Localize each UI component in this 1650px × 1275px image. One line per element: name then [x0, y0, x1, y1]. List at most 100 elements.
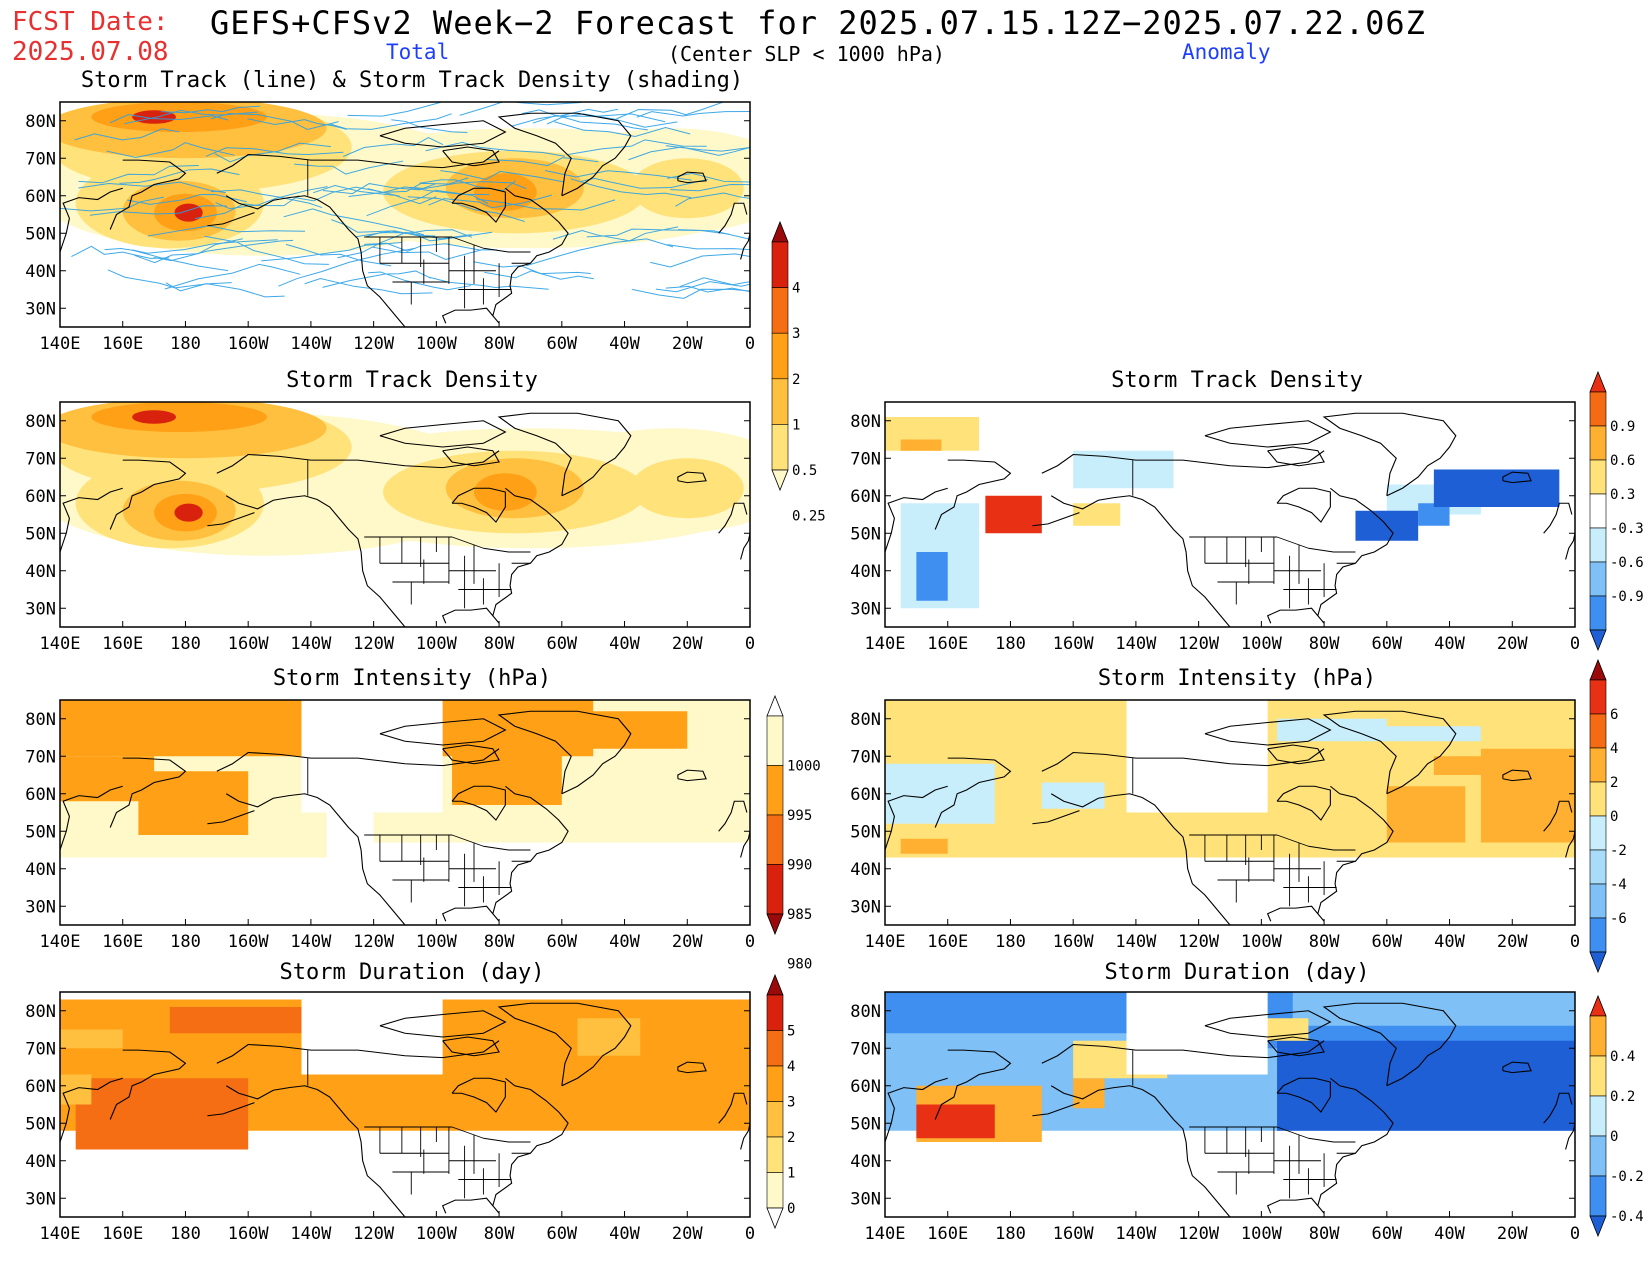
lat-label: 80N: [850, 1002, 881, 1022]
lon-label: 0: [745, 932, 755, 952]
storm-track-line: [429, 276, 549, 290]
colorbar-label: -0.6: [1610, 555, 1644, 571]
coastline: [451, 187, 506, 223]
colorbar-segment: [766, 715, 784, 766]
lon-label: 140E: [40, 634, 81, 654]
lat-label: 50N: [850, 524, 881, 544]
coastlines: [885, 1002, 1575, 1217]
coastline: [207, 512, 255, 527]
colorbar-label: -0.4: [1610, 1209, 1644, 1225]
storm-track-line: [210, 189, 323, 209]
storm-track-line: [214, 142, 332, 163]
storm-track-line: [440, 170, 564, 183]
coastline: [1032, 1102, 1080, 1117]
density-shade: [174, 503, 203, 522]
storm-track-line: [679, 277, 750, 288]
lon-label: 160W: [228, 1224, 270, 1244]
storm-track-line: [131, 239, 278, 254]
colorbar-segment: [1589, 747, 1607, 783]
colorbar-label: -0.2: [1610, 1169, 1644, 1185]
coastline: [677, 769, 707, 782]
coastline: [1276, 1077, 1331, 1113]
colorbar-label: 0.4: [1610, 1049, 1635, 1065]
lon-label: 60W: [546, 1224, 577, 1244]
storm-track-line: [667, 244, 750, 251]
storm-track-line: [106, 142, 235, 158]
duration-total-title: Storm Duration (day): [279, 960, 545, 985]
coastline: [1543, 800, 1573, 832]
map-frame: [59, 991, 751, 1218]
coastline: [451, 487, 506, 523]
political-borders: [1132, 758, 1356, 907]
coastline: [1502, 1061, 1532, 1074]
coastline: [442, 446, 500, 467]
anomaly-cell: [900, 439, 942, 451]
colorbar-label: 2: [792, 372, 800, 388]
storm-track-line: [78, 164, 199, 184]
map-frame: [59, 401, 751, 628]
colorbar-segment: [766, 1136, 784, 1173]
colorbar-triangle: [766, 913, 784, 936]
border-line: [483, 547, 531, 553]
storm-track-line: [294, 186, 400, 202]
storm-track-line: [278, 247, 416, 287]
lon-label: 140E: [40, 932, 81, 952]
border-line: [451, 236, 484, 249]
colorbar-segment: [1589, 595, 1607, 631]
anomaly-cell: [1073, 450, 1174, 489]
lon-label: 140W: [290, 634, 332, 654]
storm-track-line: [567, 139, 707, 155]
lon-label: 120W: [353, 634, 395, 654]
border-line: [483, 1137, 531, 1143]
storm-track-line: [419, 179, 517, 192]
lon-label: 180: [995, 932, 1026, 952]
coastline: [1032, 810, 1080, 825]
storm-track-line: [628, 146, 750, 161]
lon-label: 40W: [1434, 1224, 1465, 1244]
colorbar-label: 5: [787, 1024, 795, 1040]
map-field: [885, 700, 1575, 925]
lon-label: 140E: [865, 1224, 906, 1244]
coastline: [216, 150, 500, 174]
colorbar-segment: [766, 1065, 784, 1102]
coastline: [379, 718, 507, 746]
intensity-cell: [60, 756, 155, 802]
lon-label: 0: [745, 334, 755, 354]
colorbar-triangle: [1589, 994, 1607, 1017]
density-anomaly-title: Storm Track Density: [1111, 368, 1363, 393]
lon-label: 60W: [1371, 932, 1402, 952]
coastline: [1204, 718, 1332, 746]
colorbar-label: 4: [1610, 741, 1618, 757]
coastline: [718, 1092, 748, 1124]
storm-track-line: [261, 241, 402, 262]
storm-track-line: [586, 228, 730, 238]
lon-label: 100W: [416, 1224, 458, 1244]
coastline: [1050, 1085, 1231, 1217]
storm-track-line: [665, 145, 750, 152]
colorbar-segment: [1589, 425, 1607, 461]
colorbar-segment: [766, 1101, 784, 1138]
lon-label: 160E: [102, 634, 143, 654]
lon-label: 100W: [1241, 932, 1283, 952]
coastline: [441, 307, 494, 324]
colorbar-label: 3: [787, 1095, 795, 1111]
colorbar-segment: [1589, 493, 1607, 529]
coastline: [934, 757, 1012, 828]
coastline: [109, 459, 187, 530]
colorbar-label: 6: [1610, 707, 1618, 723]
colorbar-label: -4: [1610, 877, 1627, 893]
colorbar-segment: [1589, 527, 1607, 563]
forecast-date-value: 2025.07.08: [12, 37, 169, 67]
lon-label: 100W: [1241, 1224, 1283, 1244]
duration-cell: [60, 1029, 123, 1049]
map-panel-intensity-anom: 80N 70N 60N 50N 40N 30N 140E 160E 180 160W 140W 120…: [850, 699, 1580, 952]
anomaly-cell: [1277, 718, 1387, 742]
storm-track-line: [329, 113, 452, 130]
coastline: [497, 1002, 632, 1087]
storm-track-line: [89, 205, 227, 216]
coastline: [60, 187, 123, 253]
colorbar-label: 0: [787, 1201, 795, 1217]
colorbar-triangle: [1589, 951, 1607, 974]
density-shade: [91, 102, 267, 132]
colorbar-triangle: [1589, 370, 1607, 393]
